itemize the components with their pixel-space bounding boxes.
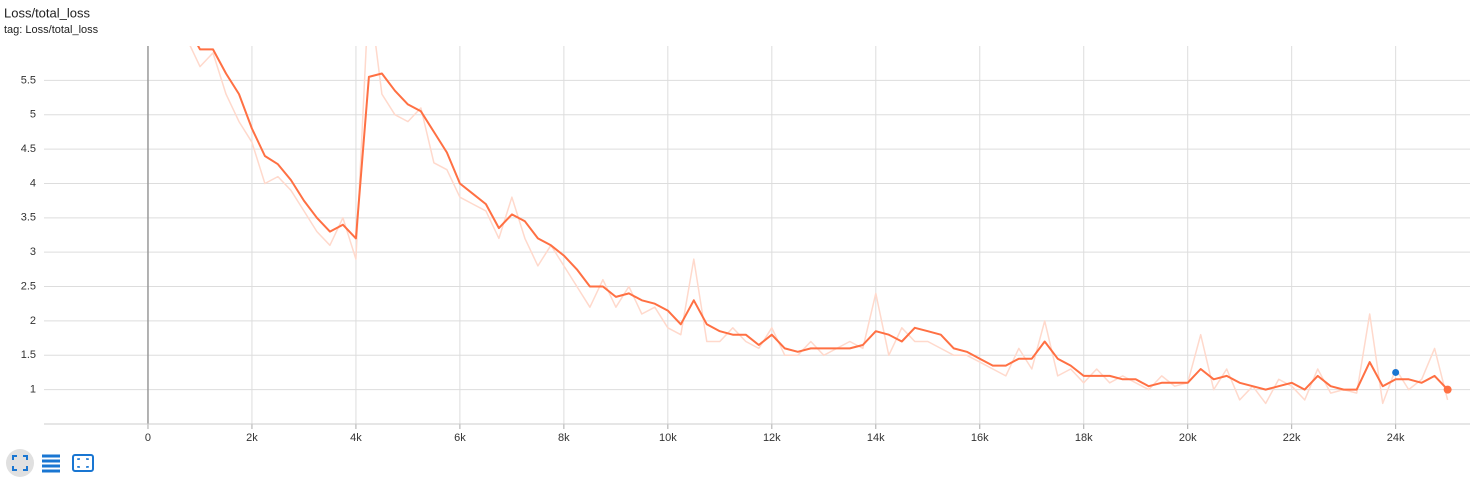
plot bbox=[189, 46, 1449, 405]
x-tick-label: 0 bbox=[145, 432, 151, 444]
x-tick-label: 2k bbox=[246, 432, 258, 444]
x-tick-label: 4k bbox=[350, 432, 362, 444]
x-tick-label: 16k bbox=[971, 432, 989, 444]
y-tick-label: 4.5 bbox=[21, 143, 36, 155]
series-line bbox=[189, 46, 1449, 405]
y-tick-label: 2 bbox=[30, 315, 36, 327]
log-toggle-icon[interactable] bbox=[42, 454, 60, 473]
chart-subtitle: tag: Loss/total_loss bbox=[4, 24, 99, 36]
x-tick-label: 22k bbox=[1283, 432, 1301, 444]
highlight-point bbox=[1392, 368, 1400, 376]
x-tick-label: 14k bbox=[867, 432, 885, 444]
end-point bbox=[1443, 385, 1452, 394]
fit-icon[interactable] bbox=[12, 455, 28, 471]
chart-title: Loss/total_loss bbox=[4, 5, 90, 20]
grid: 1 1.5 2 2.5 3 3.5 4 4.5 5 5.5 0 2k 4k 6k 8k 10k 12k 14k 16… bbox=[21, 46, 1470, 444]
y-tick-label: 1 bbox=[30, 384, 36, 396]
fit-button-bg[interactable] bbox=[6, 449, 34, 477]
x-tick-label: 20k bbox=[1179, 432, 1197, 444]
zoom-icon[interactable] bbox=[72, 454, 94, 472]
x-tick-label: 6k bbox=[454, 432, 466, 444]
x-tick-label: 10k bbox=[659, 432, 677, 444]
x-tick-label: 18k bbox=[1075, 432, 1093, 444]
y-tick-label: 2.5 bbox=[21, 280, 36, 292]
x-tick-label: 24k bbox=[1387, 432, 1405, 444]
x-tick-label: 8k bbox=[558, 432, 570, 444]
y-tick-label: 4 bbox=[30, 177, 36, 189]
toolbar bbox=[6, 449, 94, 477]
series-line bbox=[197, 46, 1449, 391]
x-tick-label: 12k bbox=[763, 432, 781, 444]
y-tick-label: 5 bbox=[30, 109, 36, 121]
zoom-icon-corners bbox=[77, 458, 89, 468]
y-tick-label: 3.5 bbox=[21, 212, 36, 224]
y-tick-label: 1.5 bbox=[21, 349, 36, 361]
y-tick-label: 5.5 bbox=[21, 74, 36, 86]
y-tick-label: 3 bbox=[30, 246, 36, 258]
